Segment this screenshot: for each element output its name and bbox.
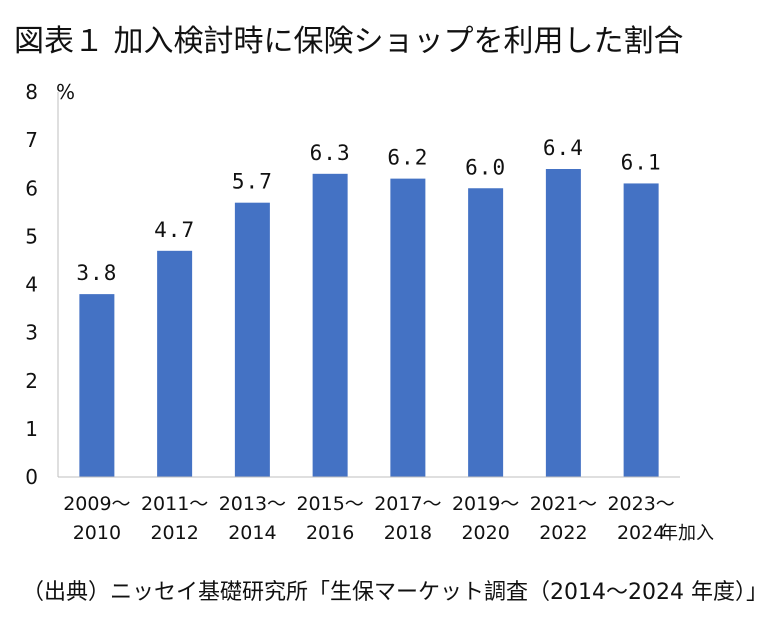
x-tick-label: 2010 [73, 522, 121, 544]
data-label: 6.0 [465, 155, 506, 179]
x-tick-label: 2022 [539, 522, 587, 544]
data-label: 5.7 [232, 170, 273, 194]
bars [79, 169, 659, 477]
y-tick-label: 4 [25, 273, 38, 297]
bar [79, 294, 115, 477]
x-tick-label: 2023～ [607, 493, 674, 515]
x-tick-label: 2015～ [296, 493, 363, 515]
y-axis-unit-label: % [56, 80, 76, 104]
x-tick-label: 2012 [150, 522, 198, 544]
y-tick-label: 5 [25, 224, 38, 248]
bar [312, 173, 348, 477]
x-tick-label: 2014 [228, 522, 276, 544]
x-tick-label: 2013～ [219, 493, 286, 515]
data-label: 4.7 [154, 218, 195, 242]
data-label: 3.8 [76, 261, 117, 285]
y-tick-label: 2 [25, 369, 38, 393]
y-tick-label: 1 [25, 417, 38, 441]
chart-title: 図表１ 加入検討時に保険ショップを利用した割合 [14, 24, 684, 59]
y-tick-label: 3 [25, 321, 38, 345]
data-labels: 3.8 4.7 5.7 6.3 6.2 6.0 6.4 6.1 [76, 136, 662, 285]
data-label: 6.1 [621, 150, 662, 174]
x-tick-label: 2019～ [452, 493, 519, 515]
source-note: （出典）ニッセイ基礎研究所「生保マーケット調査（2014～2024 年度）」 [22, 580, 768, 605]
x-axis: 2009～ 2010 2011～ 2012 2013～ 2014 2015～ 2016 2017… [58, 476, 680, 544]
y-tick-label: 7 [25, 128, 38, 152]
x-tick-label: 2021～ [530, 493, 597, 515]
bar [545, 169, 581, 477]
x-tick-label: 2009～ [63, 493, 130, 515]
data-label: 6.3 [310, 141, 351, 165]
y-tick-label: 6 [25, 176, 38, 200]
y-axis: 0 1 2 3 4 5 6 7 8 [25, 80, 59, 489]
x-tick-label: 2016 [306, 522, 354, 544]
x-axis-unit-label: 年加入 [660, 523, 714, 544]
bar [468, 188, 504, 477]
bar [623, 183, 659, 477]
data-label: 6.4 [543, 136, 584, 160]
bar [157, 250, 193, 477]
data-label: 6.2 [387, 146, 428, 170]
x-tick-label: 2018 [384, 522, 432, 544]
y-tick-label: 0 [25, 465, 38, 489]
bar [390, 178, 426, 477]
x-tick-label: 2011～ [141, 493, 208, 515]
bar [234, 202, 270, 477]
y-tick-label: 8 [25, 80, 38, 104]
x-tick-label: 2020 [461, 522, 509, 544]
x-tick-label: 2017～ [374, 493, 441, 515]
x-tick-label: 2024 [617, 522, 665, 544]
